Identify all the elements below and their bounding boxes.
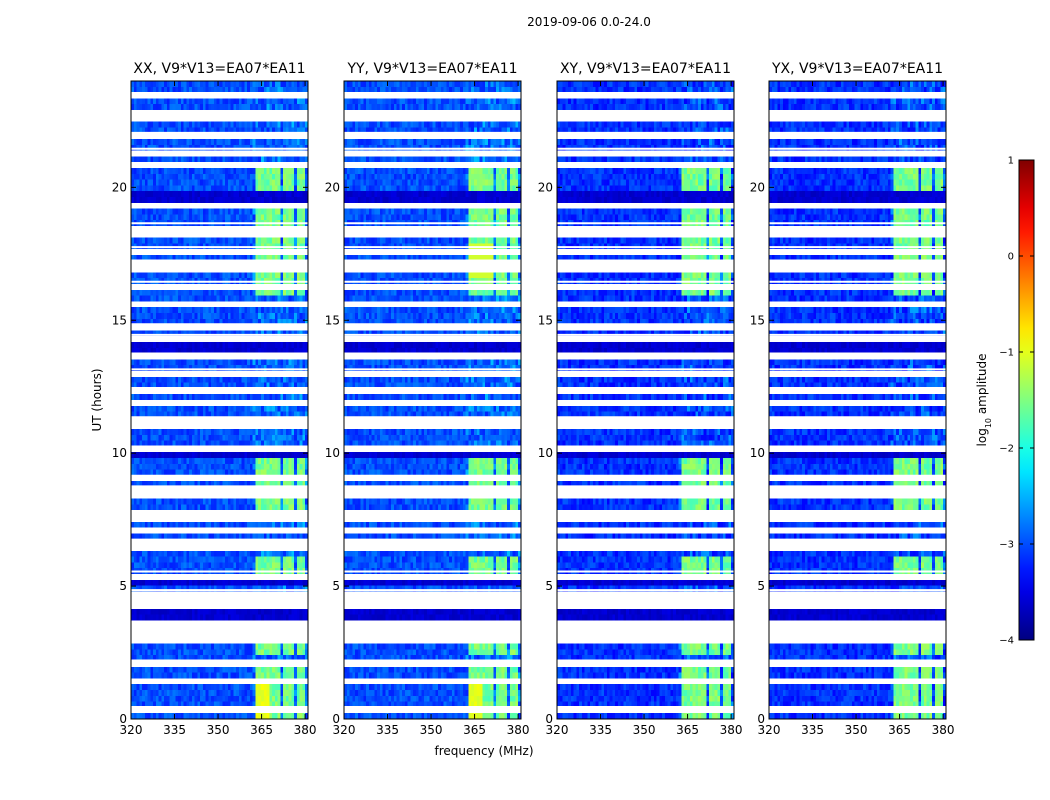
x-tick-label: 350 xyxy=(420,723,443,737)
y-tick-label: 5 xyxy=(332,579,340,593)
x-tick-label: 320 xyxy=(333,723,356,737)
x-tick-label: 320 xyxy=(546,723,569,737)
x-tick-label: 320 xyxy=(758,723,781,737)
panel-yy: YY, V9*V13=EA07*EA11 320 335 350 365 380 0 5 10 1… xyxy=(325,61,530,737)
panel-yx: YX, V9*V13=EA07*EA11 320 335 350 365 380 0 5 10 1… xyxy=(750,61,955,737)
y-tick-label: 5 xyxy=(757,579,765,593)
panel-title: XX, V9*V13=EA07*EA11 xyxy=(133,61,305,77)
x-tick-label: 335 xyxy=(801,723,824,737)
x-tick-label: 350 xyxy=(845,723,868,737)
heatmap-image xyxy=(131,81,308,719)
y-tick-label: 10 xyxy=(325,446,340,460)
x-tick-label: 380 xyxy=(507,723,530,737)
y-tick-label: 15 xyxy=(750,313,765,327)
colorbar-tick-label: −2 xyxy=(999,444,1014,455)
y-tick-label: 20 xyxy=(750,180,765,194)
x-tick-label: 380 xyxy=(294,723,317,737)
y-tick-label: 10 xyxy=(112,446,127,460)
heatmap-image xyxy=(769,81,946,719)
colorbar-tick-label: −3 xyxy=(999,540,1014,551)
x-tick-label: 365 xyxy=(250,723,273,737)
x-tick-label: 365 xyxy=(888,723,911,737)
panel-frame xyxy=(768,80,947,720)
panels-group: XX, V9*V13=EA07*EA11 320 335 350 365 380 0 5 10 1… xyxy=(112,61,955,737)
figure-title: 2019-09-06 0.0-24.0 xyxy=(527,15,651,29)
colorbar-tick-label: 1 xyxy=(1008,156,1014,167)
y-tick-label: 0 xyxy=(757,712,765,726)
y-tick-label: 0 xyxy=(545,712,553,726)
heatmap-image xyxy=(344,81,521,719)
colorbar-label: log10 amplitude xyxy=(975,354,993,447)
panel-xy: XY, V9*V13=EA07*EA11 320 335 350 365 380 0 5 10 1… xyxy=(538,61,743,737)
y-tick-label: 15 xyxy=(325,313,340,327)
colorbar-tick-label: −4 xyxy=(999,636,1014,647)
y-tick-label: 15 xyxy=(112,313,127,327)
y-tick-label: 20 xyxy=(538,180,553,194)
x-tick-label: 380 xyxy=(932,723,955,737)
y-tick-label: 20 xyxy=(112,180,127,194)
panel-frame xyxy=(556,80,735,720)
x-tick-label: 320 xyxy=(120,723,143,737)
x-tick-label: 335 xyxy=(589,723,612,737)
x-tick-label: 365 xyxy=(463,723,486,737)
panel-title: YY, V9*V13=EA07*EA11 xyxy=(346,61,517,77)
x-tick-label: 350 xyxy=(207,723,230,737)
colorbar-gradient xyxy=(1018,159,1035,641)
y-tick-label: 10 xyxy=(750,446,765,460)
panel-frame xyxy=(343,80,522,720)
y-tick-label: 10 xyxy=(538,446,553,460)
colorbar: 1 0 −1 −2 −3 −4 log10 amplitude xyxy=(975,156,1035,647)
x-tick-label: 350 xyxy=(633,723,656,737)
y-tick-label: 0 xyxy=(119,712,127,726)
x-tick-label: 335 xyxy=(376,723,399,737)
y-tick-label: 15 xyxy=(538,313,553,327)
panel-xx: XX, V9*V13=EA07*EA11 320 335 350 365 380 0 5 10 1… xyxy=(112,61,317,737)
x-tick-label: 380 xyxy=(720,723,743,737)
panel-title: XY, V9*V13=EA07*EA11 xyxy=(560,61,731,77)
y-tick-label: 5 xyxy=(545,579,553,593)
heatmap-image xyxy=(557,81,734,719)
colorbar-tick-label: 0 xyxy=(1008,252,1014,263)
x-tick-label: 335 xyxy=(163,723,186,737)
colorbar-tick-label: −1 xyxy=(999,348,1014,359)
x-axis-label: frequency (MHz) xyxy=(434,744,533,758)
y-tick-label: 5 xyxy=(119,579,127,593)
panel-frame xyxy=(130,80,309,720)
y-axis-label: UT (hours) xyxy=(90,368,104,431)
panel-title: YX, V9*V13=EA07*EA11 xyxy=(771,61,943,77)
x-tick-label: 365 xyxy=(676,723,699,737)
y-tick-label: 0 xyxy=(332,712,340,726)
y-tick-label: 20 xyxy=(325,180,340,194)
